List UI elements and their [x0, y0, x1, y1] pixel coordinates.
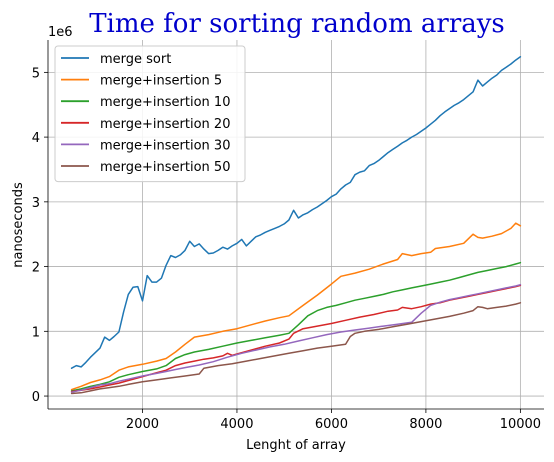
y-tick-label-1: 1 [32, 325, 40, 340]
legend-label-2: merge+insertion 10 [100, 95, 230, 110]
x-axis-label: Lenght of array [246, 438, 346, 453]
y-tick-label-0: 0 [32, 390, 40, 405]
legend-label-3: merge+insertion 20 [100, 117, 230, 132]
series-line-5 [70, 302, 522, 395]
series-line-0 [70, 56, 522, 369]
x-tick-label-10000: 10000 [500, 417, 541, 432]
series-lines [70, 56, 522, 395]
y-tick-label-3: 3 [32, 196, 40, 211]
series-line-2 [70, 261, 522, 392]
legend-label-5: merge+insertion 50 [100, 160, 230, 175]
series-line-4 [70, 283, 522, 393]
y-tick-label-2: 2 [32, 261, 40, 276]
x-tick-label-6000: 6000 [315, 417, 348, 432]
x-tick-label-2000: 2000 [126, 417, 159, 432]
tick-labels: 2000 4000 6000 8000 10000 0 1 2 3 4 5 [32, 66, 541, 432]
series-line-1 [70, 222, 522, 391]
legend-label-0: merge sort [100, 52, 171, 67]
legend: merge sort merge+insertion 5 merge+inserti… [54, 45, 246, 183]
legend-label-1: merge+insertion 5 [100, 74, 222, 89]
y-scale-label: 1e6 [48, 25, 73, 40]
x-tick-label-4000: 4000 [220, 417, 253, 432]
chart-title: Time for sorting random arrays [89, 9, 505, 39]
series-line-3 [70, 284, 522, 393]
y-tick-label-5: 5 [32, 66, 40, 81]
x-tick-label-8000: 8000 [409, 417, 442, 432]
axes [47, 40, 544, 410]
legend-label-4: merge+insertion 30 [100, 138, 230, 153]
legend-frame [54, 45, 246, 183]
y-tick-label-4: 4 [32, 131, 40, 146]
y-axis-label: nanoseconds [11, 182, 26, 268]
